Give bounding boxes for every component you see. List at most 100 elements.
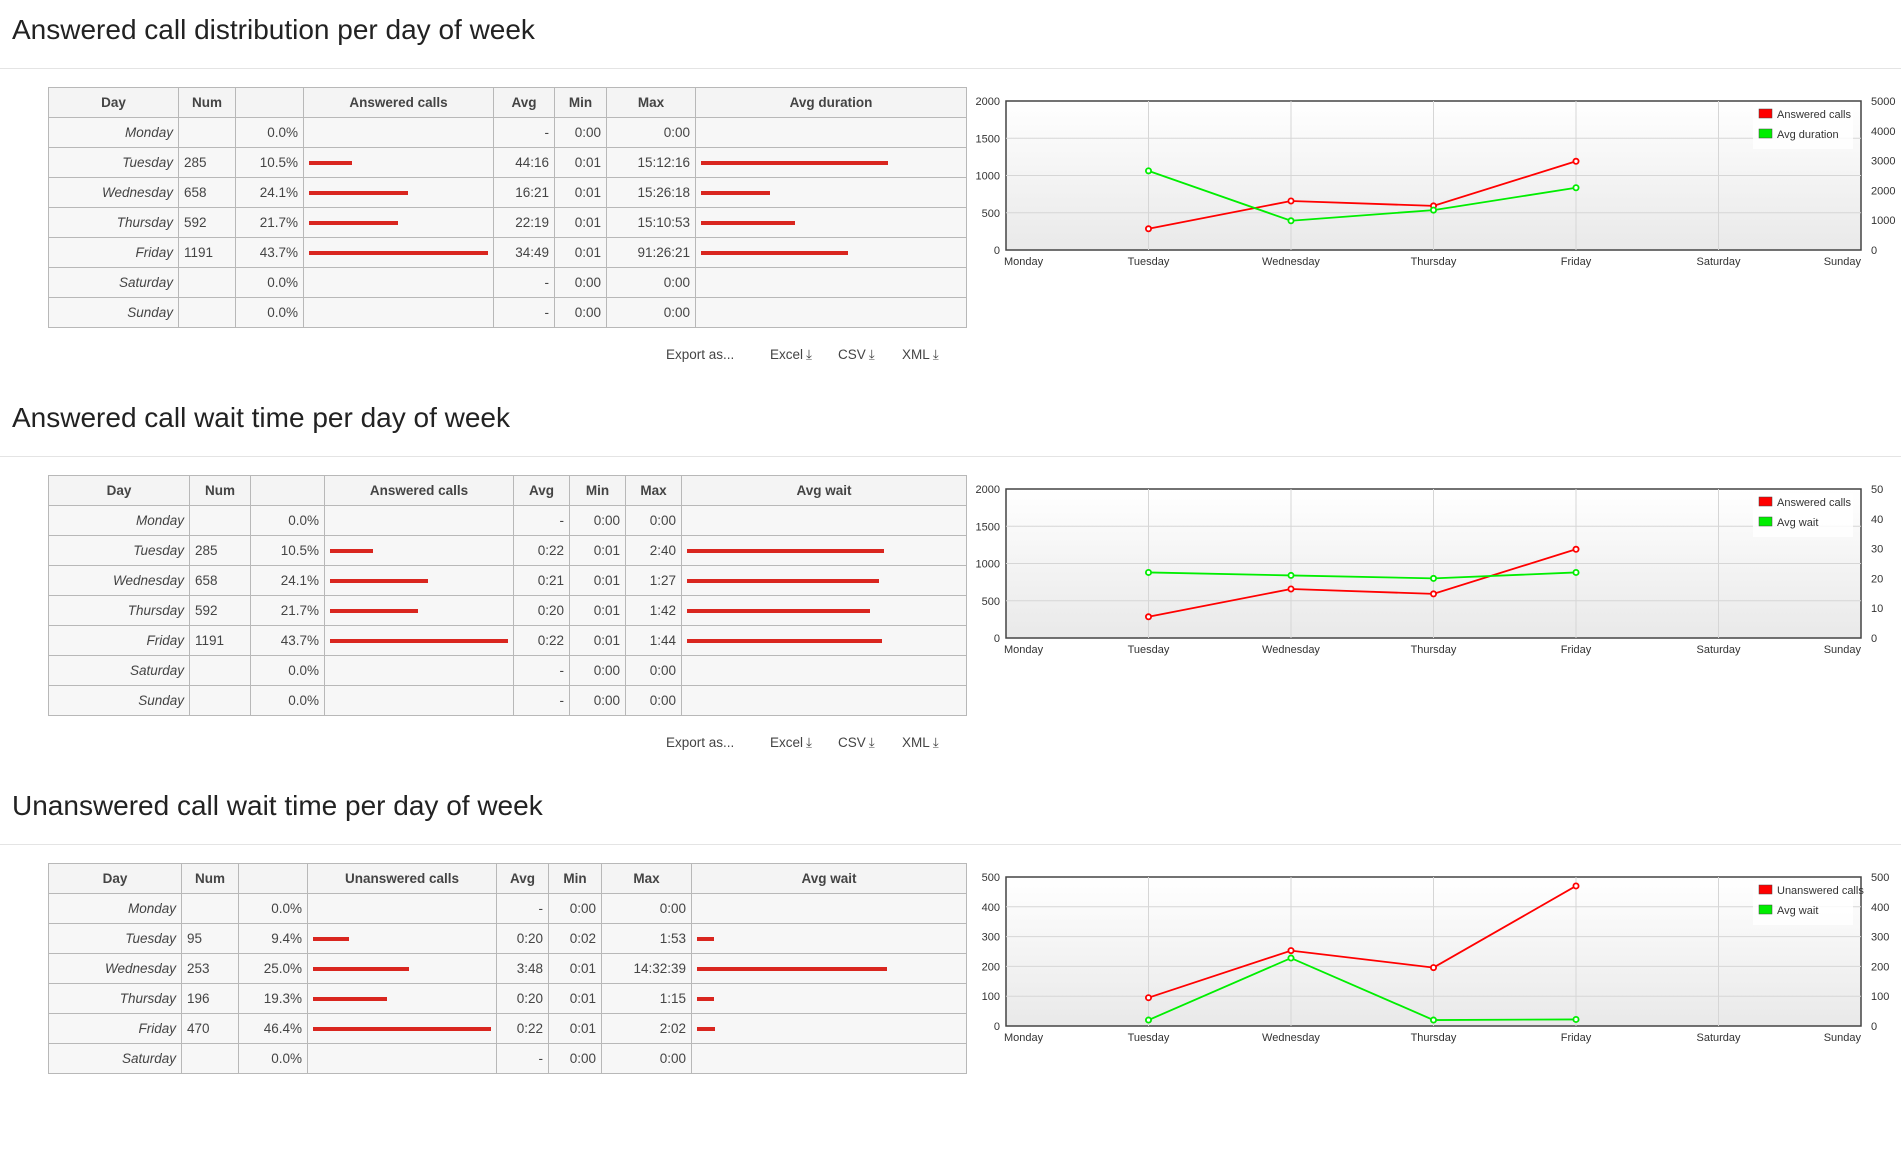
column-header[interactable]: Avg (493, 87, 555, 118)
column-header[interactable]: Num (178, 87, 236, 118)
y-right-tick-label: 0 (1871, 1021, 1877, 1033)
y-left-tick-label: 2000 (976, 484, 1000, 496)
column-header[interactable]: Day (48, 863, 182, 894)
column-header[interactable]: Unanswered calls (307, 863, 497, 894)
num-cell: 285 (189, 535, 251, 566)
column-header[interactable] (238, 863, 308, 894)
x-tick-label: Saturday (1696, 644, 1741, 656)
column-header[interactable]: Min (554, 87, 607, 118)
percent-cell: 46.4% (238, 1013, 308, 1044)
x-tick-label: Monday (1004, 1032, 1044, 1044)
column-header[interactable]: Avg duration (695, 87, 967, 118)
day-cell: Thursday (48, 207, 179, 238)
column-header[interactable]: Max (601, 863, 692, 894)
percent-cell: 21.7% (235, 207, 304, 238)
series-point (1429, 206, 1437, 214)
y-left-tick-label: 1000 (976, 559, 1000, 571)
column-header[interactable]: Answered calls (324, 475, 514, 506)
series-point (1429, 590, 1437, 598)
avg-cell: - (496, 1043, 549, 1074)
calls-bar-cell (307, 923, 497, 954)
avg-cell: 0:21 (513, 565, 570, 596)
avg-bar (697, 936, 714, 941)
calls-bar (309, 190, 408, 195)
excel-export-link[interactable]: Excel ⤓ (770, 347, 812, 363)
series-line (1148, 170, 1577, 222)
column-header[interactable]: Min (548, 863, 602, 894)
column-header[interactable]: Max (625, 475, 682, 506)
chart-legend: Answered calls Avg wait (1753, 493, 1853, 537)
table-row: Monday 0.0% -0:00 0:00 (48, 893, 967, 924)
x-tick-label: Tuesday (1128, 644, 1170, 656)
column-header[interactable]: Num (181, 863, 239, 894)
column-header[interactable]: Min (569, 475, 626, 506)
column-header[interactable]: Avg (513, 475, 570, 506)
min-cell: 0:01 (569, 625, 626, 656)
series-point (1429, 574, 1437, 582)
max-cell: 0:00 (606, 117, 696, 148)
section-title: Unanswered call wait time per day of wee… (12, 790, 543, 821)
x-tick-label: Sunday (1824, 256, 1862, 268)
column-header[interactable] (235, 87, 304, 118)
min-cell: 0:00 (548, 893, 602, 924)
day-cell: Sunday (48, 685, 190, 716)
avg-cell: - (513, 655, 570, 686)
avg-bar (701, 250, 849, 255)
avg-cell: 3:48 (496, 953, 549, 984)
table-row: Thursday 592 21.7% 22:19 0:01 15:10:53 (48, 207, 967, 238)
series-point (1287, 954, 1295, 962)
day-cell: Monday (48, 117, 179, 148)
download-icon: ⤓ (868, 735, 875, 750)
y-left-tick-label: 2000 (976, 96, 1000, 108)
max-cell: 15:12:16 (606, 147, 696, 178)
column-header[interactable]: Avg wait (691, 863, 967, 894)
section-divider (0, 844, 1901, 845)
stats-table: Day Num Unanswered calls Avg Min Max Avg wait M… (48, 863, 967, 1074)
column-header[interactable]: Day (48, 87, 179, 118)
column-header[interactable] (250, 475, 325, 506)
avg-bar-cell (691, 893, 967, 924)
y-left-tick-label: 0 (994, 1021, 1000, 1033)
avg-cell: 34:49 (493, 237, 555, 268)
day-cell: Saturday (48, 267, 179, 298)
legend-label: Unanswered calls (1777, 885, 1864, 897)
y-right-tick-label: 0 (1871, 245, 1877, 257)
series-line (1148, 571, 1577, 580)
csv-export-link[interactable]: CSV ⤓ (838, 735, 875, 751)
y-right-tick-label: 10 (1871, 603, 1883, 615)
calls-bar-cell (324, 565, 514, 596)
column-header[interactable]: Day (48, 475, 190, 506)
avg-bar-cell (691, 923, 967, 954)
y-right-tick-label: 30 (1871, 544, 1883, 556)
xml-export-link[interactable]: XML ⤓ (902, 735, 939, 751)
export-label: Export as... (666, 347, 735, 362)
legend-swatch (1758, 108, 1773, 119)
excel-export-link[interactable]: Excel ⤓ (770, 735, 812, 751)
xml-export-link[interactable]: XML ⤓ (902, 347, 939, 363)
calls-bar (313, 996, 388, 1001)
table-row: Saturday 0.0% -0:00 0:00 (48, 655, 967, 686)
column-header[interactable]: Num (189, 475, 251, 506)
avg-bar-cell (695, 117, 967, 148)
table-row: Friday 1191 43.7% 0:22 0:01 1:44 (48, 625, 967, 656)
csv-export-link[interactable]: CSV ⤓ (838, 347, 875, 363)
section-title: Answered call wait time per day of week (12, 402, 510, 433)
line-chart: 0 500 1000 1500 2000 0 1000 2000 3000 4000 5000 Mon… (976, 96, 1896, 268)
max-cell: 1:44 (625, 625, 682, 656)
table-row: Sunday 0.0% -0:00 0:00 (48, 685, 967, 716)
calls-bar (309, 220, 398, 225)
avg-bar-cell (681, 625, 967, 656)
column-header[interactable]: Avg wait (681, 475, 967, 506)
column-header[interactable]: Answered calls (303, 87, 494, 118)
series-point (1144, 1016, 1152, 1024)
avg-cell: 0:22 (513, 625, 570, 656)
min-cell: 0:01 (569, 535, 626, 566)
avg-bar-cell (681, 655, 967, 686)
y-right-tick-label: 300 (1871, 932, 1889, 944)
column-header[interactable]: Avg (496, 863, 549, 894)
num-cell: 658 (189, 565, 251, 596)
legend-swatch (1758, 128, 1773, 139)
min-cell: 0:00 (548, 1043, 602, 1074)
column-header[interactable]: Max (606, 87, 696, 118)
min-cell: 0:01 (554, 207, 607, 238)
